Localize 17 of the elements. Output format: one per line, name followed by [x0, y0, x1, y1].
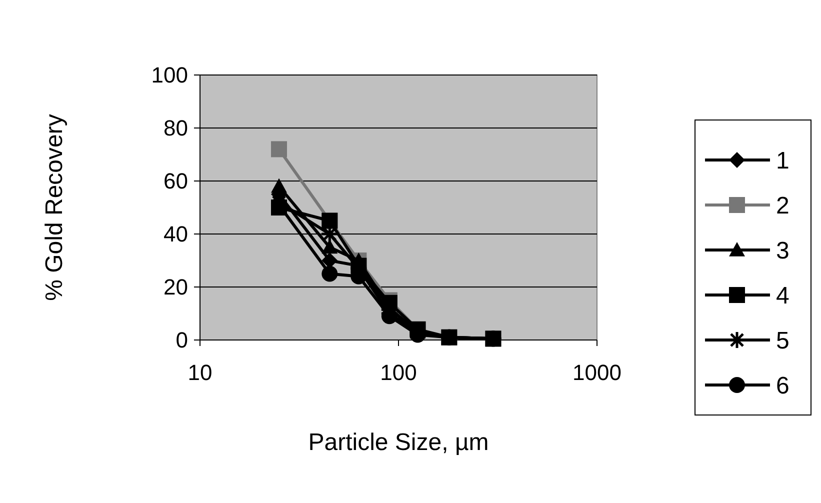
y-tick-label: 60	[164, 168, 188, 194]
y-tick-label: 100	[151, 62, 188, 88]
x-tick-label: 10	[188, 360, 212, 385]
y-tick-label: 40	[164, 222, 188, 247]
legend-label: 2	[776, 192, 790, 220]
x-tick-label: 100	[380, 360, 417, 385]
legend-label: 4	[776, 282, 790, 310]
y-tick-label: 20	[164, 274, 188, 300]
legend-label: 3	[776, 237, 790, 264]
y-axis-title: % Gold Recovery	[41, 114, 68, 301]
legend-label: 5	[776, 327, 790, 354]
y-tick-label: 80	[164, 116, 188, 141]
legend-label: 6	[776, 372, 790, 400]
x-axis-title: Particle Size, µm	[308, 429, 489, 456]
y-tick-label: 0	[176, 328, 188, 353]
x-tick-label: 1000	[572, 360, 622, 385]
legend-label: 1	[776, 147, 790, 174]
